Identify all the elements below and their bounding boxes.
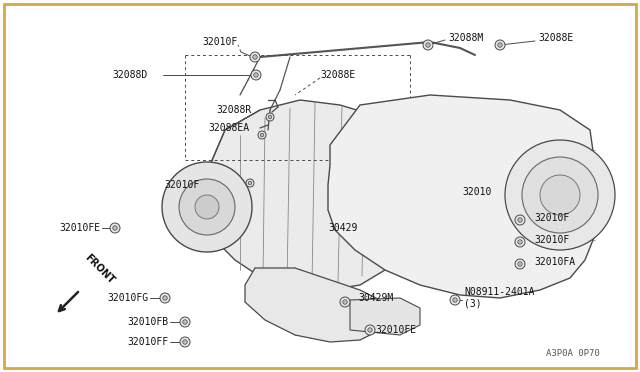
Text: N08911-2401A
(3): N08911-2401A (3)	[464, 287, 534, 309]
Circle shape	[195, 195, 219, 219]
Circle shape	[368, 328, 372, 332]
Circle shape	[250, 52, 260, 62]
Circle shape	[183, 340, 188, 344]
Circle shape	[266, 113, 274, 121]
Text: 32088E: 32088E	[320, 70, 355, 80]
Text: 32010: 32010	[462, 187, 492, 197]
Circle shape	[340, 297, 350, 307]
Circle shape	[540, 175, 580, 215]
Circle shape	[518, 262, 522, 266]
Circle shape	[110, 223, 120, 233]
Circle shape	[163, 296, 167, 300]
Circle shape	[183, 320, 188, 324]
Circle shape	[343, 300, 348, 304]
Text: 32088EA: 32088EA	[208, 123, 249, 133]
Text: 32010FA: 32010FA	[534, 257, 575, 267]
Circle shape	[258, 131, 266, 139]
Circle shape	[365, 325, 375, 335]
Circle shape	[505, 140, 615, 250]
Text: 32010FG: 32010FG	[107, 293, 148, 303]
Text: A3P0A 0P70: A3P0A 0P70	[547, 349, 600, 358]
Text: FRONT: FRONT	[83, 253, 116, 286]
Circle shape	[248, 181, 252, 185]
Circle shape	[180, 337, 190, 347]
Text: 32088E: 32088E	[538, 33, 573, 43]
Text: 32010FE: 32010FE	[59, 223, 100, 233]
Circle shape	[522, 157, 598, 233]
Circle shape	[423, 40, 433, 50]
Polygon shape	[328, 95, 600, 298]
Text: 32010F: 32010F	[203, 37, 238, 47]
Polygon shape	[245, 268, 390, 342]
Circle shape	[179, 179, 235, 235]
Circle shape	[515, 215, 525, 225]
Circle shape	[426, 43, 430, 47]
Circle shape	[251, 70, 261, 80]
Circle shape	[518, 218, 522, 222]
Polygon shape	[205, 100, 390, 290]
Circle shape	[515, 237, 525, 247]
Text: 32010FF: 32010FF	[127, 337, 168, 347]
Polygon shape	[350, 298, 420, 335]
Text: 30429: 30429	[328, 223, 357, 233]
Circle shape	[113, 226, 117, 230]
Circle shape	[498, 43, 502, 47]
Circle shape	[253, 55, 257, 59]
Circle shape	[268, 115, 272, 119]
Circle shape	[246, 179, 254, 187]
Text: 32010FE: 32010FE	[375, 325, 416, 335]
Text: 32010F: 32010F	[164, 180, 200, 190]
Text: 32010F: 32010F	[534, 213, 569, 223]
Circle shape	[452, 298, 457, 302]
Text: 32088R: 32088R	[216, 105, 252, 115]
Circle shape	[518, 240, 522, 244]
Text: 32088D: 32088D	[113, 70, 148, 80]
Circle shape	[515, 259, 525, 269]
Circle shape	[162, 162, 252, 252]
Text: 32010F: 32010F	[534, 235, 569, 245]
Circle shape	[160, 293, 170, 303]
Text: 32088M: 32088M	[448, 33, 483, 43]
Circle shape	[253, 73, 259, 77]
Circle shape	[260, 133, 264, 137]
Circle shape	[450, 295, 460, 305]
Circle shape	[495, 40, 505, 50]
Circle shape	[180, 317, 190, 327]
Text: 32010FB: 32010FB	[127, 317, 168, 327]
Text: 30429M: 30429M	[358, 293, 393, 303]
